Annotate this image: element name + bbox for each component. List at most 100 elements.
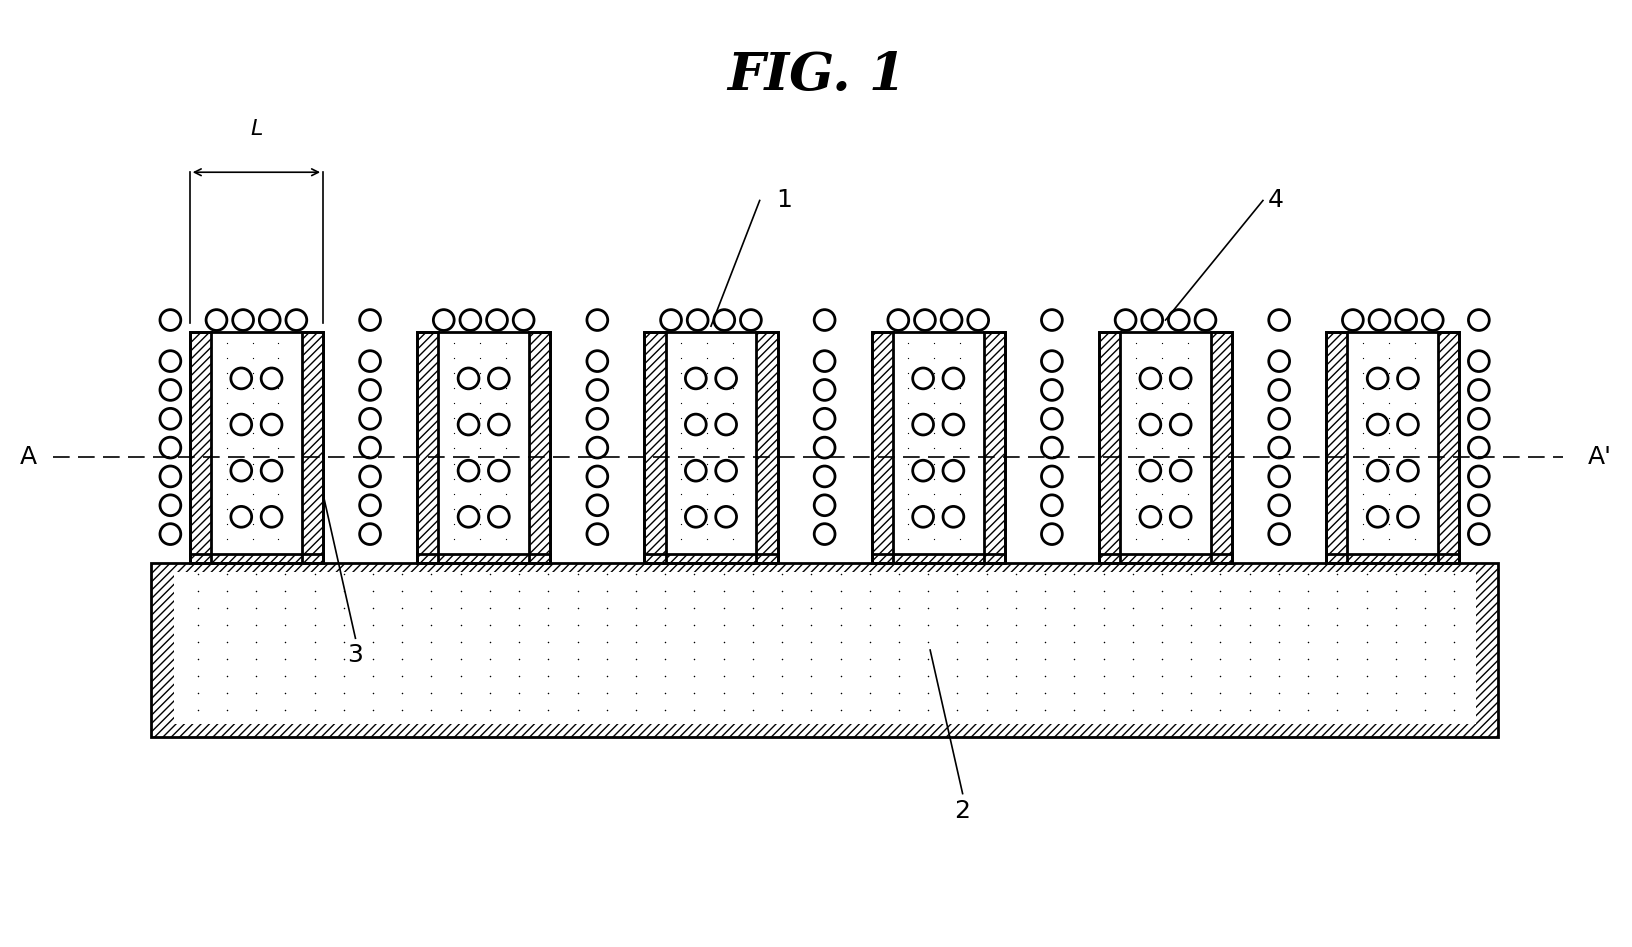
Bar [871, 332, 893, 563]
Text: A': A' [1586, 445, 1611, 469]
Bar [1120, 332, 1211, 563]
Circle shape [1397, 507, 1418, 527]
Circle shape [1170, 460, 1190, 481]
Circle shape [160, 408, 181, 429]
Circle shape [1397, 460, 1418, 481]
Circle shape [586, 438, 607, 458]
Circle shape [1041, 495, 1062, 516]
Circle shape [912, 368, 934, 389]
Text: L: L [250, 119, 263, 139]
Bar [416, 332, 550, 563]
Circle shape [230, 507, 251, 527]
Circle shape [912, 507, 934, 527]
Circle shape [1467, 524, 1488, 545]
Circle shape [206, 310, 227, 331]
Bar [1098, 554, 1231, 563]
Bar [982, 332, 1004, 563]
Circle shape [261, 368, 282, 389]
Circle shape [1467, 408, 1488, 429]
Circle shape [1041, 438, 1062, 458]
Circle shape [1139, 460, 1160, 481]
Bar [529, 332, 550, 563]
Circle shape [1467, 495, 1488, 516]
Circle shape [1268, 408, 1289, 429]
Circle shape [912, 460, 934, 481]
Circle shape [1115, 310, 1136, 331]
Bar [1211, 332, 1231, 563]
Circle shape [1366, 460, 1387, 481]
Circle shape [685, 507, 705, 527]
Circle shape [160, 310, 181, 331]
Circle shape [942, 507, 963, 527]
Bar [150, 563, 1498, 737]
Circle shape [739, 310, 761, 331]
Circle shape [359, 408, 380, 429]
Text: 1: 1 [775, 188, 792, 212]
Text: 4: 4 [1266, 188, 1283, 212]
Circle shape [1366, 414, 1387, 435]
Circle shape [1041, 524, 1062, 545]
Circle shape [486, 310, 508, 331]
Circle shape [942, 414, 963, 435]
Circle shape [814, 495, 834, 516]
Circle shape [814, 438, 834, 458]
Circle shape [1467, 466, 1488, 487]
Bar [1325, 332, 1459, 563]
Circle shape [586, 466, 607, 487]
Circle shape [687, 310, 708, 331]
Circle shape [1041, 310, 1062, 331]
Bar [756, 332, 777, 563]
Circle shape [261, 460, 282, 481]
Circle shape [459, 368, 478, 389]
Circle shape [1397, 368, 1418, 389]
Bar [416, 554, 550, 563]
Circle shape [160, 380, 181, 401]
Circle shape [488, 507, 509, 527]
Circle shape [912, 414, 934, 435]
Circle shape [160, 466, 181, 487]
Bar [437, 332, 529, 563]
Circle shape [942, 368, 963, 389]
Circle shape [359, 380, 380, 401]
Circle shape [814, 380, 834, 401]
Circle shape [230, 368, 251, 389]
Circle shape [160, 350, 181, 371]
Bar [211, 332, 302, 563]
Text: 3: 3 [348, 643, 364, 668]
Bar [645, 554, 777, 563]
Circle shape [488, 414, 509, 435]
Circle shape [940, 310, 961, 331]
Circle shape [459, 414, 478, 435]
Circle shape [715, 460, 736, 481]
Circle shape [1366, 507, 1387, 527]
Circle shape [685, 414, 705, 435]
Bar [645, 554, 777, 563]
Bar [756, 332, 777, 563]
Circle shape [432, 310, 454, 331]
Circle shape [1268, 310, 1289, 331]
Circle shape [685, 460, 705, 481]
Bar [871, 332, 893, 563]
Circle shape [1467, 350, 1488, 371]
Circle shape [1395, 310, 1415, 331]
Circle shape [359, 495, 380, 516]
Bar [1438, 332, 1459, 563]
Circle shape [715, 414, 736, 435]
Circle shape [1467, 438, 1488, 458]
Bar [150, 724, 1498, 737]
Circle shape [586, 310, 607, 331]
Circle shape [586, 524, 607, 545]
Circle shape [359, 466, 380, 487]
Circle shape [814, 408, 834, 429]
Circle shape [359, 310, 380, 331]
Circle shape [1041, 380, 1062, 401]
Bar [189, 332, 211, 563]
Circle shape [715, 507, 736, 527]
Circle shape [586, 495, 607, 516]
Bar [1325, 332, 1346, 563]
Circle shape [1170, 368, 1190, 389]
Bar [416, 332, 437, 563]
Circle shape [1139, 368, 1160, 389]
Circle shape [685, 368, 705, 389]
Circle shape [1366, 368, 1387, 389]
